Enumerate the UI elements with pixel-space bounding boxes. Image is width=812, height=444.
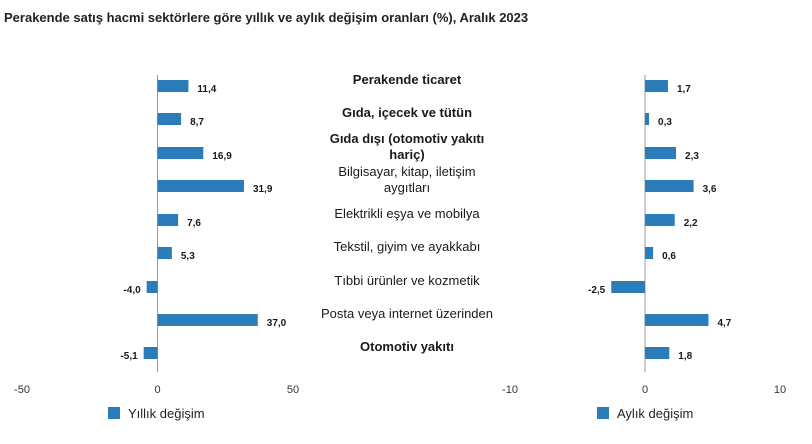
monthly-tick-label: 0 (642, 384, 648, 396)
category-label: Elektrikli eşya ve mobilya (334, 206, 480, 221)
category-label: Gıda, içecek ve tütün (342, 105, 472, 120)
yearly-bar (157, 214, 179, 226)
category-label-line: Bilgisayar, kitap, iletişim (338, 164, 475, 179)
monthly-value-label: -2,5 (588, 285, 606, 296)
category-label-line: Otomotiv yakıtı (360, 339, 454, 354)
yearly-value-label: -4,0 (123, 285, 141, 296)
yearly-bar (157, 314, 258, 326)
category-label-line: aygıtları (384, 180, 430, 195)
yearly-bar (157, 80, 189, 92)
yearly-value-label: 7,6 (187, 218, 201, 229)
yearly-value-label: 8,7 (190, 117, 204, 128)
monthly-value-label: 4,7 (717, 318, 731, 329)
yearly-value-label: 11,4 (197, 84, 216, 95)
category-label: Posta veya internet üzerinden (321, 306, 493, 321)
yearly-bar (157, 247, 172, 259)
category-label: Otomotiv yakıtı (360, 339, 454, 354)
category-label-line: Posta veya internet üzerinden (321, 306, 493, 321)
monthly-value-label: 1,7 (677, 84, 691, 95)
yearly-value-label: 37,0 (267, 318, 287, 329)
monthly-bar (611, 281, 645, 293)
legend-swatch-yearly (108, 407, 120, 419)
monthly-tick-label: 10 (774, 384, 786, 396)
monthly-bar (645, 247, 654, 259)
monthly-value-label: 2,2 (684, 218, 698, 229)
monthly-bar (645, 214, 675, 226)
category-label: Tekstil, giyim ve ayakkabı (334, 239, 481, 254)
legend-monthly[interactable]: Aylık değişim (597, 405, 693, 421)
monthly-bar (645, 180, 694, 192)
monthly-bar (645, 347, 670, 359)
category-label-line: Tekstil, giyim ve ayakkabı (334, 239, 481, 254)
yearly-bar (143, 347, 158, 359)
monthly-bar (645, 113, 650, 125)
yearly-value-label: 31,9 (253, 184, 273, 195)
yearly-bar (157, 180, 244, 192)
monthly-value-label: 1,8 (678, 351, 692, 362)
monthly-tick-label: -10 (502, 384, 518, 396)
category-label: Gıda dışı (otomotiv yakıtı hariç) (330, 131, 485, 162)
yearly-bar (146, 281, 158, 293)
yearly-value-label: -5,1 (120, 351, 138, 362)
category-label-line: hariç) (389, 147, 424, 162)
yearly-value-label: 16,9 (212, 151, 232, 162)
category-label: Bilgisayar, kitap, iletişim aygıtları (338, 164, 475, 195)
monthly-value-label: 2,3 (685, 151, 699, 162)
yearly-tick-label: 50 (287, 384, 299, 396)
monthly-bar (645, 147, 677, 159)
category-label: Tıbbi ürünler ve kozmetik (334, 273, 480, 288)
chart-title: Perakende satış hacmi sektörlere göre yı… (4, 10, 529, 25)
yearly-bar (157, 147, 204, 159)
yearly-tick-label: -50 (14, 384, 30, 396)
monthly-value-label: 0,3 (658, 117, 672, 128)
monthly-bar (645, 80, 668, 92)
yearly-tick-label: 0 (154, 384, 160, 396)
monthly-bar (645, 314, 709, 326)
legend-label-monthly: Aylık değişim (617, 405, 694, 421)
category-label: Perakende ticaret (353, 72, 462, 87)
category-label-line: Perakende ticaret (353, 72, 462, 87)
category-label-line: Gıda, içecek ve tütün (342, 105, 472, 120)
monthly-value-label: 3,6 (703, 184, 717, 195)
category-label-line: Tıbbi ürünler ve kozmetik (334, 273, 480, 288)
category-label-line: Elektrikli eşya ve mobilya (334, 206, 480, 221)
legend-swatch-monthly (597, 407, 609, 419)
legend-label-yearly: Yıllık değişim (128, 405, 205, 421)
monthly-value-label: 0,6 (662, 251, 676, 262)
legend-yearly[interactable]: Yıllık değişim (108, 405, 205, 421)
yearly-value-label: 5,3 (181, 251, 195, 262)
category-label-line: Gıda dışı (otomotiv yakıtı (330, 131, 485, 146)
yearly-bar (157, 113, 182, 125)
